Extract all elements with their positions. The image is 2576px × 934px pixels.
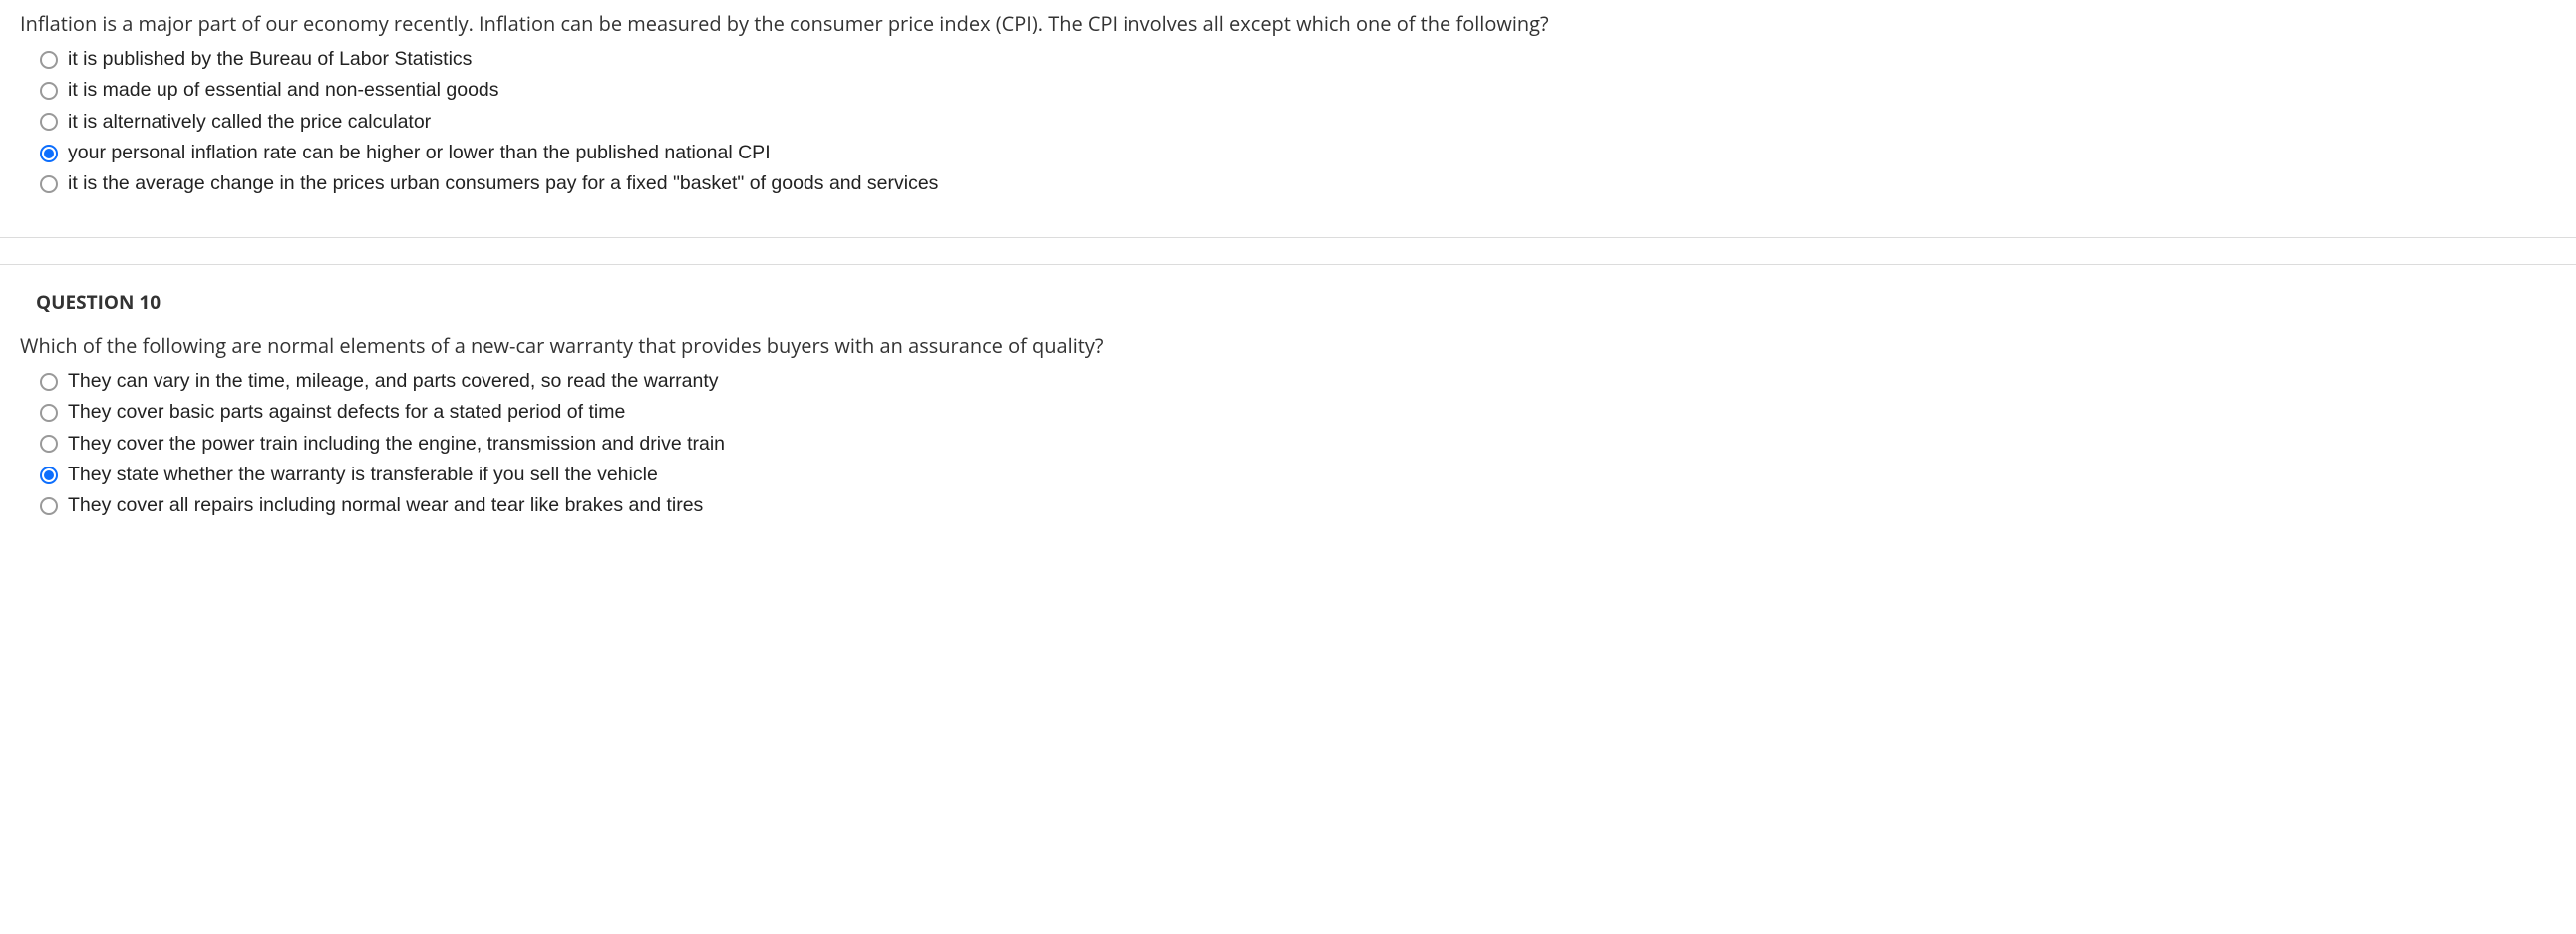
question-10-options: They can vary in the time, mileage, and …: [20, 368, 2556, 519]
radio-button-icon[interactable]: [40, 404, 58, 422]
option-label: They cover basic parts against defects f…: [68, 399, 625, 426]
question-10-header: QUESTION 10: [0, 271, 2576, 322]
question-9-option-4[interactable]: it is the average change in the prices u…: [40, 170, 2556, 197]
section-break: [0, 244, 2576, 258]
radio-button-icon[interactable]: [40, 435, 58, 453]
question-9-options: it is published by the Bureau of Labor S…: [20, 46, 2556, 197]
option-label: it is alternatively called the price cal…: [68, 109, 431, 136]
question-10-option-1[interactable]: They cover basic parts against defects f…: [40, 399, 2556, 426]
question-9-option-1[interactable]: it is made up of essential and non-essen…: [40, 77, 2556, 104]
radio-button-icon[interactable]: [40, 113, 58, 131]
question-9-option-2[interactable]: it is alternatively called the price cal…: [40, 109, 2556, 136]
option-label: They cover the power train including the…: [68, 431, 725, 458]
radio-button-icon[interactable]: [40, 467, 58, 484]
question-divider: [0, 264, 2576, 265]
option-label: it is made up of essential and non-essen…: [68, 77, 499, 104]
radio-button-icon[interactable]: [40, 51, 58, 69]
radio-button-icon[interactable]: [40, 82, 58, 100]
option-label: They can vary in the time, mileage, and …: [68, 368, 719, 395]
question-10-block: Which of the following are normal elemen…: [0, 322, 2576, 553]
radio-button-icon[interactable]: [40, 373, 58, 391]
option-label: your personal inflation rate can be high…: [68, 140, 771, 166]
question-10-option-2[interactable]: They cover the power train including the…: [40, 431, 2556, 458]
question-9-option-3[interactable]: your personal inflation rate can be high…: [40, 140, 2556, 166]
question-10-prompt: Which of the following are normal elemen…: [20, 332, 2556, 360]
option-label: They cover all repairs including normal …: [68, 492, 703, 519]
radio-button-icon[interactable]: [40, 175, 58, 193]
question-divider: [0, 237, 2576, 238]
question-10-option-3[interactable]: They state whether the warranty is trans…: [40, 462, 2556, 488]
question-9-block: Inflation is a major part of our economy…: [0, 0, 2576, 231]
question-10-option-4[interactable]: They cover all repairs including normal …: [40, 492, 2556, 519]
radio-button-icon[interactable]: [40, 497, 58, 515]
option-label: They state whether the warranty is trans…: [68, 462, 658, 488]
question-9-option-0[interactable]: it is published by the Bureau of Labor S…: [40, 46, 2556, 73]
option-label: it is the average change in the prices u…: [68, 170, 938, 197]
question-9-prompt: Inflation is a major part of our economy…: [20, 10, 2556, 38]
option-label: it is published by the Bureau of Labor S…: [68, 46, 472, 73]
radio-button-icon[interactable]: [40, 145, 58, 162]
question-10-option-0[interactable]: They can vary in the time, mileage, and …: [40, 368, 2556, 395]
